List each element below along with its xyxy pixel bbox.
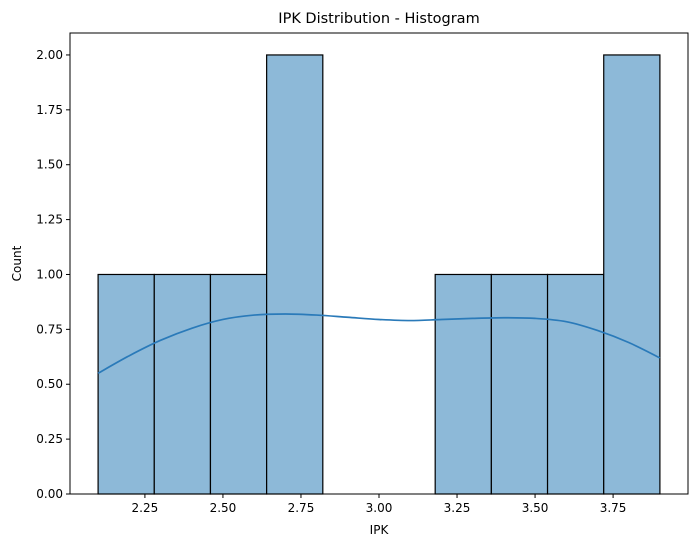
y-tick-label: 1.25 xyxy=(36,213,63,227)
x-tick-label: 3.25 xyxy=(444,501,471,515)
y-tick-label: 0.75 xyxy=(36,322,63,336)
y-tick-label: 1.75 xyxy=(36,103,63,117)
y-axis-ticks: 0.00 0.25 0.50 0.75 1.00 1.25 1.50 1.75 2.00 xyxy=(36,48,70,501)
x-axis-ticks: 2.25 2.50 2.75 3.00 3.25 3.50 3.75 xyxy=(132,494,627,515)
x-tick-label: 3.75 xyxy=(600,501,627,515)
x-tick-label: 3.50 xyxy=(522,501,549,515)
histogram-bar xyxy=(546,273,605,495)
x-tick-label: 2.50 xyxy=(210,501,237,515)
chart-title: IPK Distribution - Histogram xyxy=(278,11,479,27)
histogram-bar xyxy=(434,273,492,495)
kde-curve xyxy=(97,313,661,375)
x-tick-label: 2.75 xyxy=(288,501,315,515)
y-tick-label: 0.25 xyxy=(36,432,63,446)
x-axis-label: IPK xyxy=(370,523,390,537)
y-tick-label: 0.50 xyxy=(36,377,63,391)
histogram-bar xyxy=(603,54,661,495)
bars-layer xyxy=(97,54,661,495)
y-tick-label: 2.00 xyxy=(36,48,63,62)
histogram-bar xyxy=(490,273,549,495)
y-axis-label: Count xyxy=(10,245,24,281)
histogram-bar xyxy=(153,273,212,495)
y-tick-label: 1.50 xyxy=(36,158,63,172)
x-tick-label: 3.00 xyxy=(366,501,393,515)
y-tick-label: 0.00 xyxy=(36,487,63,501)
x-tick-label: 2.25 xyxy=(132,501,159,515)
histogram-bar xyxy=(97,273,155,495)
y-tick-label: 1.00 xyxy=(36,267,63,281)
histogram-bar xyxy=(209,273,268,495)
histogram-bar xyxy=(266,54,324,495)
